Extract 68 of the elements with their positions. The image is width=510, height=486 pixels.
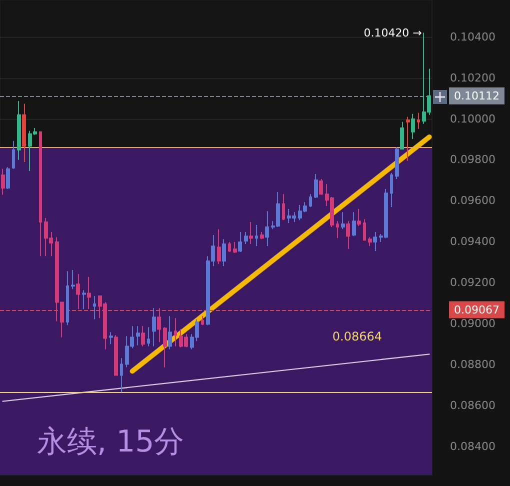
ref-line-label: 0.08664 [332,329,382,344]
candlestick [233,242,237,254]
y-tick-label: 0.09000 [450,316,496,330]
candlestick [249,221,253,245]
candlestick [147,326,150,347]
y-tick-label: 0.09800 [450,153,496,166]
candlestick [66,270,69,326]
candlestick [357,208,361,227]
candlestick [22,103,26,162]
candlestick [368,236,372,247]
candlestick [400,121,404,150]
candlestick [228,242,231,253]
candlestick [114,334,118,376]
candlestick [406,116,410,162]
candlestick [201,316,204,326]
ref-line-label: 0.10112 [454,89,500,102]
candlestick [417,112,420,130]
candlestick [346,220,350,250]
candlestick [336,220,339,239]
candlestick [390,172,393,208]
candlestick [152,308,156,347]
candlestick [222,238,226,267]
y-tick-label: 0.09600 [450,194,496,208]
y-tick-label: 0.10400 [450,30,496,44]
y-tick-label: 0.08800 [450,358,496,371]
candlestick [109,332,113,345]
candlestick [76,274,80,310]
y-tick-label: 0.08600 [450,398,496,412]
ref-line-label: 0.09067 [454,303,500,316]
y-tick-label: 0.09400 [450,235,496,248]
candlestick [87,276,91,310]
candlestick [163,326,167,368]
candlestick [174,318,177,347]
candlestick [265,210,269,247]
y-tick-label: 0.10000 [450,112,496,126]
candlestick [71,270,75,290]
candlestick [6,166,10,190]
candlestick [282,194,285,221]
candlestick [157,308,161,343]
candlestick [341,212,345,230]
candlestick [93,296,96,320]
candlestick [363,218,366,241]
candlestick [82,290,86,310]
candlestick [217,228,221,265]
candlestick [17,100,21,160]
text: 永续, 15分 [37,424,184,460]
candlestick [244,231,248,245]
candlestick [12,140,15,170]
candlestick [352,212,356,237]
candlestick [255,224,258,247]
candlestick [168,316,172,350]
y-tick-label: 0.10200 [450,71,496,84]
candlestick [260,231,264,240]
annotation: 0.10420 → [364,26,422,40]
candlestick [309,194,312,208]
candlestick [1,168,5,196]
candlestick [395,146,399,180]
candlestick [238,231,242,253]
candlestick [314,174,318,198]
candlestick [411,113,415,140]
candlestick [141,326,145,347]
y-tick-label: 0.08400 [450,440,496,453]
candlestick [373,231,377,252]
candlestick [39,131,42,257]
candlestick [136,326,140,346]
candlestick [120,358,123,393]
candlestick [319,178,323,196]
y-tick-label: 0.09200 [450,276,496,290]
